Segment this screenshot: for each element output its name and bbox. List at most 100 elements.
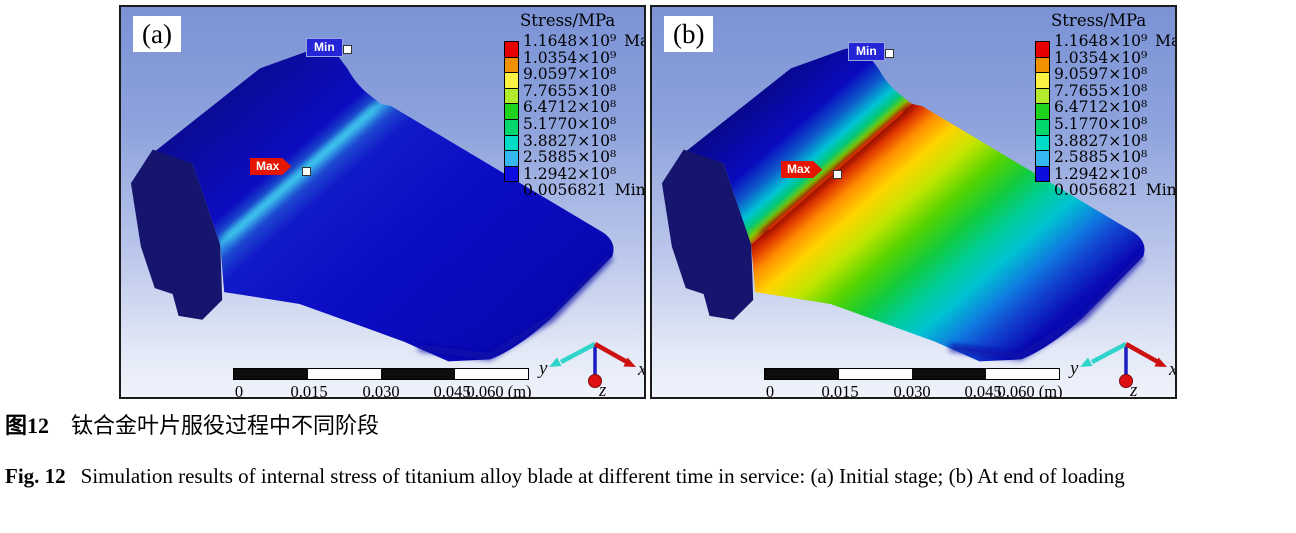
legend-entry: 1.1648×10⁹Max	[523, 32, 644, 50]
legend-color-bar	[504, 41, 519, 183]
caption-zh-tag: 图12	[5, 413, 50, 438]
legend-entry: 1.0354×10⁹	[1054, 48, 1148, 67]
x-axis-arrowhead	[1154, 357, 1167, 367]
legend-swatch	[1035, 165, 1050, 183]
z-axis-ball	[588, 374, 602, 388]
legend-entry: 0.0056821 Min	[1054, 181, 1177, 200]
scale-tick: 0.045	[433, 382, 471, 399]
blade-stress-render-a	[130, 48, 614, 362]
scale-bar: 0 0.015 0.030 0.045 0.060 (m)	[233, 368, 532, 399]
legend-entry: 0.0056821 Min	[523, 181, 646, 200]
z-axis-label: z	[598, 380, 607, 399]
scale-tick: 0	[765, 382, 775, 399]
legend-swatch	[1035, 134, 1050, 152]
legend-entry: 7.7655×10⁸	[523, 81, 617, 100]
y-axis-label: y	[1068, 358, 1079, 379]
y-axis-line	[559, 342, 597, 364]
panel-b-end-of-loading: (b) Stress/MPa 1.1648×10⁹Max 1.0354×10⁹ …	[650, 5, 1177, 399]
y-axis-arrowhead	[1080, 357, 1093, 367]
scale-bar-segments	[233, 368, 529, 380]
x-axis-line	[1124, 342, 1160, 364]
legend-values: 1.1648×10⁹Max 1.0354×10⁹ 9.0597×10⁸ 7.76…	[1054, 32, 1177, 200]
z-axis-ball	[1119, 374, 1133, 388]
scale-tick-with-unit: 0.060 (m)	[466, 382, 532, 399]
x-axis-label: x	[1168, 359, 1177, 380]
legend-entry: 7.7655×10⁸	[1054, 81, 1148, 100]
scale-bar-ticks: 0 0.015 0.030 0.045 0.060 (m)	[233, 382, 532, 399]
legend-color-bar	[1035, 41, 1050, 183]
scale-segment	[234, 369, 308, 379]
legend-entry: 1.2942×10⁸	[523, 164, 617, 183]
scale-tick: 0	[234, 382, 244, 399]
blade-root	[130, 149, 223, 320]
z-axis-label: z	[1129, 380, 1138, 399]
legend-entry: 1.2942×10⁸	[1054, 164, 1148, 183]
legend-title: Stress/MPa	[520, 11, 616, 30]
scale-unit: (m)	[1038, 382, 1063, 399]
legend-entry: 9.0597×10⁸	[1054, 65, 1148, 84]
caption-chinese: 图12 钛合金叶片服役过程中不同阶段	[5, 410, 1293, 442]
legend-values: 1.1648×10⁹Max 1.0354×10⁹ 9.0597×10⁸ 7.76…	[523, 32, 646, 200]
stress-legend-a: Stress/MPa 1.1648×10⁹Max 1.0354×10⁹ 9.05…	[504, 11, 646, 200]
legend-swatch	[1035, 118, 1050, 136]
y-axis-line	[1090, 342, 1128, 364]
axis-triad: y x z	[537, 342, 646, 399]
scale-segment	[454, 369, 528, 379]
legend-entry: 6.4712×10⁸	[523, 98, 617, 117]
scale-segment	[381, 369, 455, 379]
legend-entry: 5.1770×10⁸	[523, 114, 617, 133]
legend-entry: 2.5885×10⁸	[1054, 148, 1148, 167]
scale-segment	[838, 369, 912, 379]
legend-entry: 1.1648×10⁹Max	[1054, 32, 1175, 50]
panel-a-label: (a)	[133, 16, 181, 52]
legend-entry: 5.1770×10⁸	[1054, 114, 1148, 133]
blade-stress-render-b	[661, 48, 1145, 362]
min-marker-badge: Min	[848, 42, 885, 61]
legend-entry: 3.8827×10⁸	[1054, 131, 1148, 150]
legend-body: 1.1648×10⁹Max 1.0354×10⁹ 9.0597×10⁸ 7.76…	[504, 32, 646, 200]
axis-triad: y x z	[1068, 342, 1177, 399]
legend-swatch	[1035, 56, 1050, 74]
legend-swatch	[504, 103, 519, 120]
scale-bar-ticks: 0 0.015 0.030 0.045 0.060 (m)	[764, 382, 1063, 399]
x-axis-arrowhead	[623, 357, 636, 367]
max-marker-badge: Max	[781, 161, 823, 178]
panel-b-label: (b)	[664, 16, 714, 52]
legend-swatch	[1035, 72, 1050, 89]
legend-swatch	[1035, 41, 1050, 58]
legend-swatch	[504, 87, 519, 105]
blade-shroud	[685, 48, 913, 245]
y-axis-arrowhead	[549, 357, 562, 367]
caption-zh-text: 钛合金叶片服役过程中不同阶段	[71, 413, 380, 438]
scale-tick: 0.045	[964, 382, 1002, 399]
scale-bar: 0 0.015 0.030 0.045 0.060 (m)	[764, 368, 1063, 399]
scale-tick: 0.015	[290, 382, 328, 399]
scale-tick: 0.030	[893, 382, 931, 399]
x-axis-line	[593, 342, 629, 364]
legend-swatch	[1035, 87, 1050, 105]
blade-edge-stripe	[949, 254, 1144, 361]
panel-a-initial-stage: (a) Stress/MPa 1.1648×10⁹Max 1.0354×10⁹ …	[119, 5, 646, 399]
min-marker-badge: Min	[306, 38, 343, 57]
x-axis-label: x	[637, 359, 646, 380]
scale-segment	[985, 369, 1059, 379]
legend-swatch	[504, 150, 519, 167]
scale-segment	[307, 369, 381, 379]
figure-captions: 图12 钛合金叶片服役过程中不同阶段 Fig. 12 Simulation resu…	[5, 410, 1293, 497]
min-marker-anchor	[885, 49, 894, 58]
stress-legend-b: Stress/MPa 1.1648×10⁹Max 1.0354×10⁹ 9.05…	[1035, 11, 1177, 200]
blade-airfoil	[220, 104, 614, 362]
legend-title: Stress/MPa	[1051, 11, 1147, 30]
legend-swatch	[504, 56, 519, 74]
caption-en-tag: Fig. 12	[5, 464, 66, 488]
legend-body: 1.1648×10⁹Max 1.0354×10⁹ 9.0597×10⁸ 7.76…	[1035, 32, 1177, 200]
legend-swatch	[504, 118, 519, 136]
legend-entry: 1.0354×10⁹	[523, 48, 617, 67]
blade-shroud	[154, 48, 382, 245]
scale-tick: 0.030	[362, 382, 400, 399]
scale-bar-segments	[764, 368, 1060, 380]
legend-entry: 9.0597×10⁸	[523, 65, 617, 84]
legend-swatch	[1035, 150, 1050, 167]
blade-airfoil	[751, 104, 1145, 362]
max-marker-badge: Max	[250, 158, 292, 175]
